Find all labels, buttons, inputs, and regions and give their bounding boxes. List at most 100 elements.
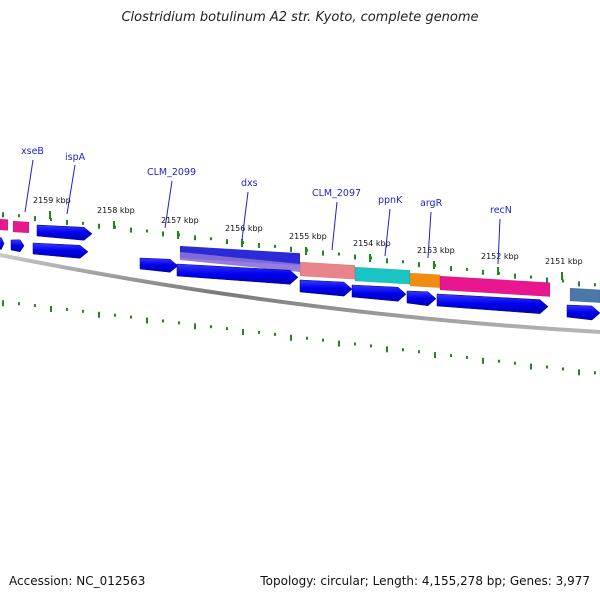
gc-dot bbox=[82, 221, 84, 225]
kbp-tick-label: 2159 kbp bbox=[33, 196, 71, 205]
gc-dot bbox=[210, 325, 212, 329]
kbp-tick-mark bbox=[305, 247, 307, 255]
gc-dot bbox=[18, 302, 20, 306]
kbp-tick-label: 2152 kbp bbox=[481, 252, 519, 261]
cog-segment bbox=[0, 218, 9, 231]
gc-dot bbox=[242, 329, 244, 336]
genome-backbone bbox=[0, 253, 600, 334]
kbp-tick-mark bbox=[113, 221, 115, 229]
gc-dot bbox=[50, 306, 52, 312]
gc-dot bbox=[194, 323, 196, 330]
gc-dot bbox=[98, 311, 100, 318]
gc-dot bbox=[402, 260, 404, 264]
gc-dot bbox=[562, 367, 564, 371]
cog-track bbox=[0, 218, 600, 304]
gc-dot bbox=[594, 371, 596, 375]
gene-label-leader bbox=[66, 164, 76, 215]
gc-dot bbox=[354, 342, 356, 346]
gene-label: ppnK bbox=[378, 195, 403, 206]
gc-dot bbox=[546, 277, 548, 283]
gc-dot bbox=[450, 354, 452, 357]
kbp-tick-mark bbox=[49, 211, 51, 219]
kbp-tick-label: 2154 kbp bbox=[353, 239, 391, 248]
gc-dot bbox=[66, 307, 68, 311]
map-title: Clostridium botulinum A2 str. Kyoto, com… bbox=[121, 10, 479, 25]
gc-dot bbox=[210, 237, 212, 241]
gc-dot bbox=[98, 223, 100, 229]
gc-dot bbox=[146, 317, 148, 324]
cog-segment bbox=[299, 261, 356, 280]
kbp-tick-mark bbox=[433, 261, 435, 269]
gc-dot bbox=[530, 363, 532, 370]
gc-dot bbox=[290, 334, 292, 341]
gc-dot bbox=[578, 281, 580, 287]
gc-dot bbox=[2, 212, 4, 218]
gene-label-leader bbox=[164, 180, 173, 229]
gc-dot bbox=[258, 330, 260, 334]
cds-arrow bbox=[299, 279, 353, 297]
cog-segment bbox=[12, 220, 30, 234]
cog-segment-dxs bbox=[180, 252, 300, 272]
kbp-tick-mark bbox=[177, 231, 179, 239]
gc-dot bbox=[354, 254, 356, 260]
genome-stats-text: Topology: circular; Length: 4,155,278 bp… bbox=[260, 574, 590, 588]
gc-dot bbox=[418, 262, 420, 268]
gc-dot bbox=[386, 258, 388, 264]
gene-label-leader bbox=[331, 201, 338, 251]
gc-dot bbox=[514, 273, 516, 279]
cds-arrow bbox=[406, 290, 437, 307]
gc-dot bbox=[18, 214, 20, 218]
gc-dot bbox=[2, 300, 4, 307]
accession-text: Accession: NC_012563 bbox=[9, 574, 146, 588]
kbp-tick-label: 2157 kbp bbox=[161, 216, 199, 225]
gc-dot bbox=[130, 227, 132, 233]
gc-dot bbox=[34, 304, 36, 308]
gc-dot bbox=[178, 321, 180, 325]
gc-dot bbox=[290, 246, 292, 252]
gene-label-leader bbox=[427, 211, 432, 259]
gc-dot bbox=[34, 216, 36, 222]
gene-label-leader bbox=[24, 159, 34, 213]
kbp-tick-label: 2158 kbp bbox=[97, 206, 135, 215]
gc-dot bbox=[50, 218, 52, 221]
cds-arrow bbox=[36, 224, 93, 241]
gc-dot bbox=[66, 219, 68, 225]
kbp-tick-label: 2151 kbp bbox=[545, 257, 583, 266]
gc-dot bbox=[482, 269, 484, 275]
kbp-tick-mark bbox=[241, 239, 243, 247]
gc-dot bbox=[114, 313, 116, 317]
gc-dot bbox=[274, 332, 276, 336]
cds-arrow bbox=[351, 284, 407, 302]
gc-dot bbox=[82, 309, 84, 313]
gene-label: dxs bbox=[241, 178, 258, 189]
gc-dot bbox=[306, 336, 308, 340]
cog-segment bbox=[569, 287, 600, 304]
cds-arrow bbox=[10, 239, 25, 253]
gene-label: xseB bbox=[21, 146, 44, 157]
gc-dot bbox=[370, 344, 372, 348]
gc-dot bbox=[466, 267, 468, 271]
gc-dot bbox=[386, 346, 388, 353]
kbp-tick-mark bbox=[369, 254, 371, 262]
gc-dot bbox=[434, 352, 436, 359]
kbp-tick-mark bbox=[561, 272, 563, 280]
gene-label: argR bbox=[420, 198, 443, 209]
gene-label: CLM_2097 bbox=[312, 188, 361, 199]
kbp-tick-label: 2155 kbp bbox=[289, 232, 327, 241]
gc-dot bbox=[594, 283, 596, 287]
kbp-tick-label: 2153 kbp bbox=[417, 246, 455, 255]
gc-dot bbox=[226, 239, 228, 245]
gc-dot bbox=[514, 361, 516, 365]
gc-dot bbox=[226, 327, 228, 331]
gc-dot bbox=[530, 275, 532, 279]
cds-arrow bbox=[139, 257, 179, 273]
gc-dot bbox=[146, 229, 148, 233]
kbp-tick-mark bbox=[497, 267, 499, 275]
gc-dot bbox=[130, 315, 132, 319]
gene-label: ispA bbox=[65, 152, 86, 163]
gc-dot bbox=[162, 319, 164, 323]
gc-dot bbox=[402, 348, 404, 352]
cds-arrow bbox=[436, 293, 549, 314]
